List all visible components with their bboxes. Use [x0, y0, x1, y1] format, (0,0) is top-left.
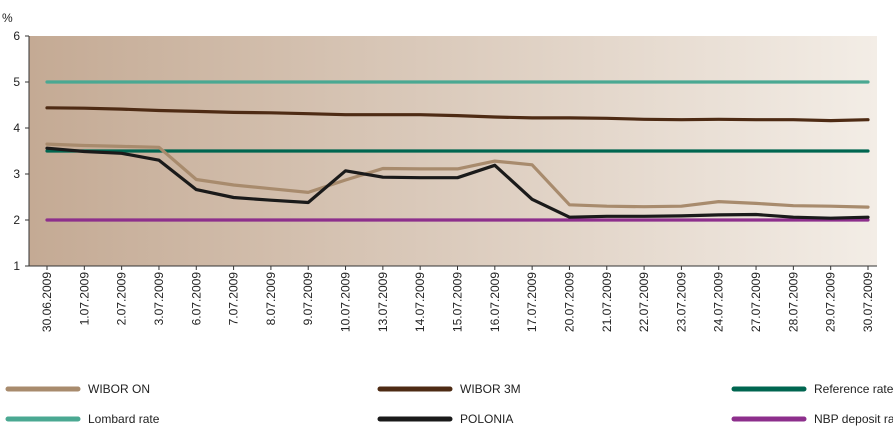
x-tick-label: 6.07.2009 — [189, 272, 203, 326]
x-tick-label: 9.07.2009 — [301, 272, 315, 326]
y-tick-label: 4 — [13, 121, 20, 135]
x-tick-label: 20.07.2009 — [562, 272, 576, 332]
x-tick-label: 14.07.2009 — [413, 272, 427, 332]
series-line-wibor-3m — [45, 106, 870, 123]
legend: WIBOR ON WIBOR 3M Reference rate Lombard ra… — [5, 382, 893, 426]
x-tick-label: 28.07.2009 — [786, 272, 800, 332]
x-tick-label: 1.07.2009 — [77, 272, 91, 326]
x-tick-label: 30.06.2009 — [40, 272, 54, 332]
legend-label: WIBOR 3M — [460, 382, 521, 396]
x-tick-label: 30.07.2009 — [861, 272, 875, 332]
x-tick-label: 23.07.2009 — [674, 272, 688, 332]
y-axis: 1 2 3 4 5 6 — [13, 29, 30, 273]
legend-label: POLONIA — [460, 412, 513, 426]
x-tick-label: 8.07.2009 — [264, 272, 278, 326]
y-tick-label: 2 — [13, 213, 20, 227]
legend-label: NBP deposit rate — [814, 412, 893, 426]
x-tick-label: 22.07.2009 — [637, 272, 651, 332]
series-line-polonia — [45, 146, 870, 220]
x-tick-label: 10.07.2009 — [339, 272, 353, 332]
y-axis-label: % — [2, 11, 13, 25]
x-tick-label: 21.07.2009 — [600, 272, 614, 332]
x-tick-label: 27.07.2009 — [749, 272, 763, 332]
series-lines — [45, 80, 870, 222]
y-tick-label: 1 — [13, 259, 20, 273]
legend-label: Lombard rate — [88, 412, 160, 426]
y-tick-label: 5 — [13, 75, 20, 89]
x-tick-label: 16.07.2009 — [488, 272, 502, 332]
y-tick-label: 6 — [13, 29, 20, 43]
legend-label: WIBOR ON — [88, 382, 150, 396]
x-tick-label: 3.07.2009 — [152, 272, 166, 326]
x-tick-label: 13.07.2009 — [376, 272, 390, 332]
x-tick-label: 2.07.2009 — [115, 272, 129, 326]
series-line-wibor-on — [45, 142, 870, 209]
x-tick-label: 17.07.2009 — [525, 272, 539, 332]
x-tick-label: 24.07.2009 — [712, 272, 726, 332]
legend-label: Reference rate — [814, 382, 893, 396]
x-tick-label: 7.07.2009 — [227, 272, 241, 326]
x-tick-label: 15.07.2009 — [451, 272, 465, 332]
y-tick-label: 3 — [13, 167, 20, 181]
x-tick-label: 29.07.2009 — [824, 272, 838, 332]
x-axis: 30.06.2009 1.07.2009 2.07.2009 3.07.2009 6.0… — [29, 265, 877, 332]
